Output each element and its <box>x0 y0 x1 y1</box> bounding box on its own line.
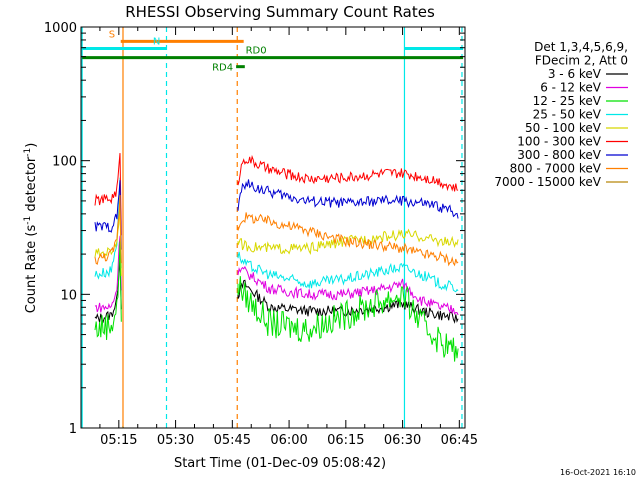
y-axis-label: Count Rate (s-1 detector-1) <box>23 143 39 314</box>
x-tick-label-3: 06:00 <box>270 433 307 448</box>
x-axis-label: Start Time (01-Dec-09 05:08:42) <box>174 456 386 471</box>
flag-label-1: N <box>153 37 160 48</box>
series-line-6 <box>94 179 459 250</box>
plot-frame <box>80 26 466 429</box>
x-tick-label-4: 06:15 <box>327 433 364 448</box>
flag-label-0: S <box>109 29 115 40</box>
x-tick-label-6: 06:45 <box>441 433 478 448</box>
series-line-7 <box>94 194 459 267</box>
legend: Det 1,3,4,5,6,9,FDecim 2, Att 03 - 6 keV… <box>494 40 628 189</box>
flag-label-3: RD0 <box>246 46 267 57</box>
series-line-1 <box>94 235 459 316</box>
y-tick-label-2: 100 <box>52 155 77 170</box>
legend-header-1: FDecim 2, Att 0 <box>535 54 628 68</box>
y-tick-label-1: 10 <box>60 288 77 303</box>
x-axis: 05:15 05:30 05:45 06:00 06:15 06:30 06:45 <box>99 27 478 448</box>
series-line-2 <box>94 241 459 362</box>
legend-label-0: 3 - 6 keV <box>548 67 602 81</box>
legend-label-4: 50 - 100 keV <box>525 121 602 135</box>
y-tick-label-0: 1 <box>69 422 77 437</box>
legend-label-1: 6 - 12 keV <box>540 81 602 95</box>
legend-label-3: 25 - 50 keV <box>533 108 602 122</box>
x-tick-label-5: 06:30 <box>384 433 421 448</box>
footer-date: 16-Oct-2021 16:10 <box>560 468 636 477</box>
x-tick-label-2: 05:45 <box>214 433 251 448</box>
y-axis: 1 10 100 1000 <box>44 21 465 437</box>
x-tick-label-0: 05:15 <box>100 433 137 448</box>
y-tick-label-3: 1000 <box>44 21 77 36</box>
chart-title: RHESSI Observing Summary Count Rates <box>125 3 435 21</box>
flag-label-4: RD4 <box>212 63 233 74</box>
legend-header-0: Det 1,3,4,5,6,9, <box>534 40 628 54</box>
x-tick-label-1: 05:30 <box>157 433 194 448</box>
legend-label-2: 12 - 25 keV <box>533 94 602 108</box>
legend-label-7: 800 - 7000 keV <box>510 162 602 176</box>
legend-label-8: 7000 - 15000 keV <box>494 175 601 189</box>
series-line-5 <box>94 153 459 236</box>
plot-area: S N RD0 RD4 <box>81 27 464 429</box>
series-line-3 <box>94 177 459 293</box>
legend-label-5: 100 - 300 keV <box>517 135 601 149</box>
legend-label-6: 300 - 800 keV <box>517 148 601 162</box>
